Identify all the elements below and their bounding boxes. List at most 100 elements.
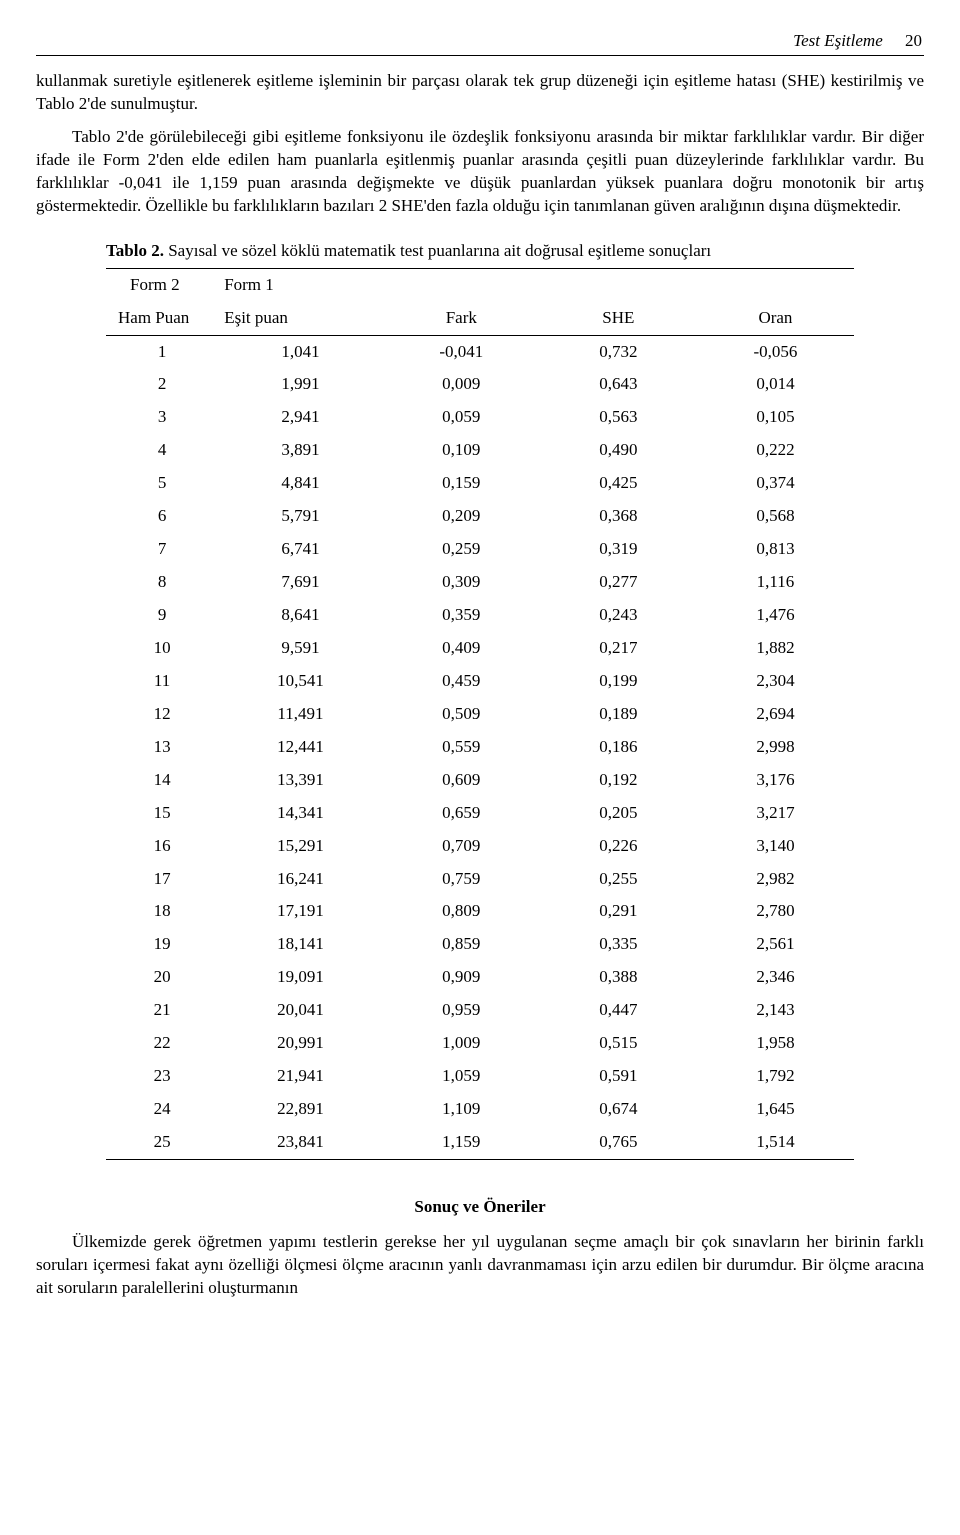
table-cell: 0,732	[540, 335, 697, 368]
table-cell: 19,091	[218, 961, 383, 994]
table-row: 54,8410,1590,4250,374	[106, 467, 854, 500]
table-cell: 2,998	[697, 731, 854, 764]
table-cell: 8,641	[218, 599, 383, 632]
table-cell: 0,359	[383, 599, 540, 632]
table-cell: 6	[106, 500, 218, 533]
table-cell: 0,509	[383, 698, 540, 731]
table-cell: 2,304	[697, 665, 854, 698]
table-cell: 0,109	[383, 434, 540, 467]
table-cell: 2	[106, 368, 218, 401]
table-cell: 20,041	[218, 994, 383, 1027]
table-cell: 0,014	[697, 368, 854, 401]
table-cell: 3,140	[697, 830, 854, 863]
table-cell: 0,591	[540, 1060, 697, 1093]
table-cell: 0,209	[383, 500, 540, 533]
table-cell: 15	[106, 797, 218, 830]
table-cell: 2,346	[697, 961, 854, 994]
table-cell: 22,891	[218, 1093, 383, 1126]
table-cell: 0,813	[697, 533, 854, 566]
table-header-row-1: Form 2 Form 1	[106, 268, 854, 301]
table-cell: 1,991	[218, 368, 383, 401]
table-cell: 14,341	[218, 797, 383, 830]
table-cell: 0,909	[383, 961, 540, 994]
table-cell: 0,335	[540, 928, 697, 961]
table-cell: 15,291	[218, 830, 383, 863]
table-cell: 0,515	[540, 1027, 697, 1060]
table-cell: 1,009	[383, 1027, 540, 1060]
table-cell: 22	[106, 1027, 218, 1060]
table-row: 109,5910,4090,2171,882	[106, 632, 854, 665]
table-cell: 2,561	[697, 928, 854, 961]
table-row: 1716,2410,7590,2552,982	[106, 863, 854, 896]
table-row: 43,8910,1090,4900,222	[106, 434, 854, 467]
table-cell: 0,759	[383, 863, 540, 896]
table-cell: 13	[106, 731, 218, 764]
table-cell: 0,217	[540, 632, 697, 665]
section-heading: Sonuç ve Öneriler	[36, 1196, 924, 1219]
table-cell: 18,141	[218, 928, 383, 961]
table-cell: 0,959	[383, 994, 540, 1027]
table-header-cell: Fark	[383, 302, 540, 335]
table-cell: 0,425	[540, 467, 697, 500]
table-cell: 0,309	[383, 566, 540, 599]
table-cell: 9	[106, 599, 218, 632]
table-cell: 23	[106, 1060, 218, 1093]
table-row: 1615,2910,7090,2263,140	[106, 830, 854, 863]
table-cell: 0,459	[383, 665, 540, 698]
table-cell: 0,643	[540, 368, 697, 401]
table-cell: 17,191	[218, 895, 383, 928]
table-header-cell: Form 1	[218, 268, 383, 301]
table-cell: 11,491	[218, 698, 383, 731]
table-caption: Tablo 2. Sayısal ve sözel köklü matemati…	[106, 240, 854, 262]
table-header-cell	[540, 268, 697, 301]
table-cell: 0,205	[540, 797, 697, 830]
table-cell: 1,159	[383, 1126, 540, 1159]
table-cell: 19	[106, 928, 218, 961]
table-row: 11,041-0,0410,732-0,056	[106, 335, 854, 368]
table-cell: 0,609	[383, 764, 540, 797]
table-row: 1817,1910,8090,2912,780	[106, 895, 854, 928]
table-cell: 0,409	[383, 632, 540, 665]
table-row: 2220,9911,0090,5151,958	[106, 1027, 854, 1060]
table-cell: 12	[106, 698, 218, 731]
table-header-cell	[383, 268, 540, 301]
table-header-cell: Eşit puan	[218, 302, 383, 335]
table-row: 65,7910,2090,3680,568	[106, 500, 854, 533]
table-cell: 0,259	[383, 533, 540, 566]
table-cell: 11	[106, 665, 218, 698]
running-header: Test Eşitleme 20	[36, 30, 924, 53]
table-cell: 5	[106, 467, 218, 500]
table-cell: 1,109	[383, 1093, 540, 1126]
table-cell: 21	[106, 994, 218, 1027]
table-row: 1110,5410,4590,1992,304	[106, 665, 854, 698]
table-cell: 0,009	[383, 368, 540, 401]
table-cell: 0,226	[540, 830, 697, 863]
table-cell: 0,709	[383, 830, 540, 863]
table-cell: 0,189	[540, 698, 697, 731]
table-cell: 0,059	[383, 401, 540, 434]
table-cell: 3,176	[697, 764, 854, 797]
running-title: Test Eşitleme	[793, 31, 883, 50]
table-row: 1413,3910,6090,1923,176	[106, 764, 854, 797]
table-cell: 2,694	[697, 698, 854, 731]
table-cell: 10,541	[218, 665, 383, 698]
table-caption-text: Sayısal ve sözel köklü matematik test pu…	[164, 241, 711, 260]
table-cell: 1,882	[697, 632, 854, 665]
table-header-cell	[697, 268, 854, 301]
table-row: 76,7410,2590,3190,813	[106, 533, 854, 566]
table-cell: 3,217	[697, 797, 854, 830]
body-paragraph: Ülkemizde gerek öğretmen yapımı testleri…	[36, 1231, 924, 1300]
table-cell: 20,991	[218, 1027, 383, 1060]
table-cell: 20	[106, 961, 218, 994]
body-paragraph: kullanmak suretiyle eşitlenerek eşitleme…	[36, 70, 924, 116]
table-cell: 0,199	[540, 665, 697, 698]
table-cell: 8	[106, 566, 218, 599]
table-cell: 5,791	[218, 500, 383, 533]
table-row: 2523,8411,1590,7651,514	[106, 1126, 854, 1159]
table-cell: 3,891	[218, 434, 383, 467]
header-rule	[36, 55, 924, 56]
table-cell: 1,059	[383, 1060, 540, 1093]
body-paragraph: Tablo 2'de görülebileceği gibi eşitleme …	[36, 126, 924, 218]
table-cell: 2,941	[218, 401, 383, 434]
table-row: 1312,4410,5590,1862,998	[106, 731, 854, 764]
